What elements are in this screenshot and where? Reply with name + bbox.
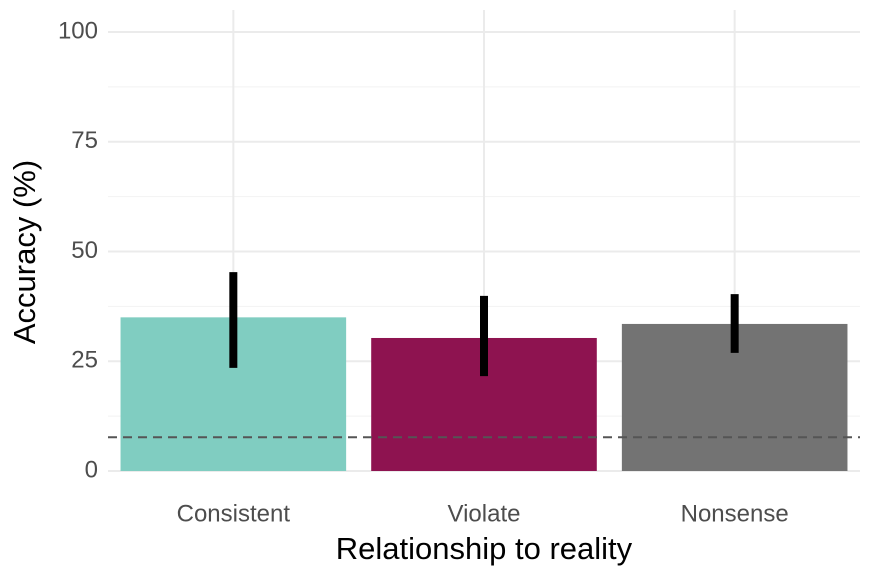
x-tick-label: Nonsense — [681, 500, 789, 527]
x-tick-label: Violate — [448, 500, 521, 527]
x-tick-label: Consistent — [177, 500, 291, 527]
y-tick-label: 25 — [71, 347, 98, 374]
y-axis-title: Accuracy (%) — [7, 160, 42, 344]
y-tick-label: 75 — [71, 127, 98, 154]
y-tick-label: 100 — [58, 17, 98, 44]
x-axis-title: Relationship to reality — [336, 531, 633, 566]
y-tick-label: 50 — [71, 237, 98, 264]
y-tick-label: 0 — [85, 456, 98, 483]
